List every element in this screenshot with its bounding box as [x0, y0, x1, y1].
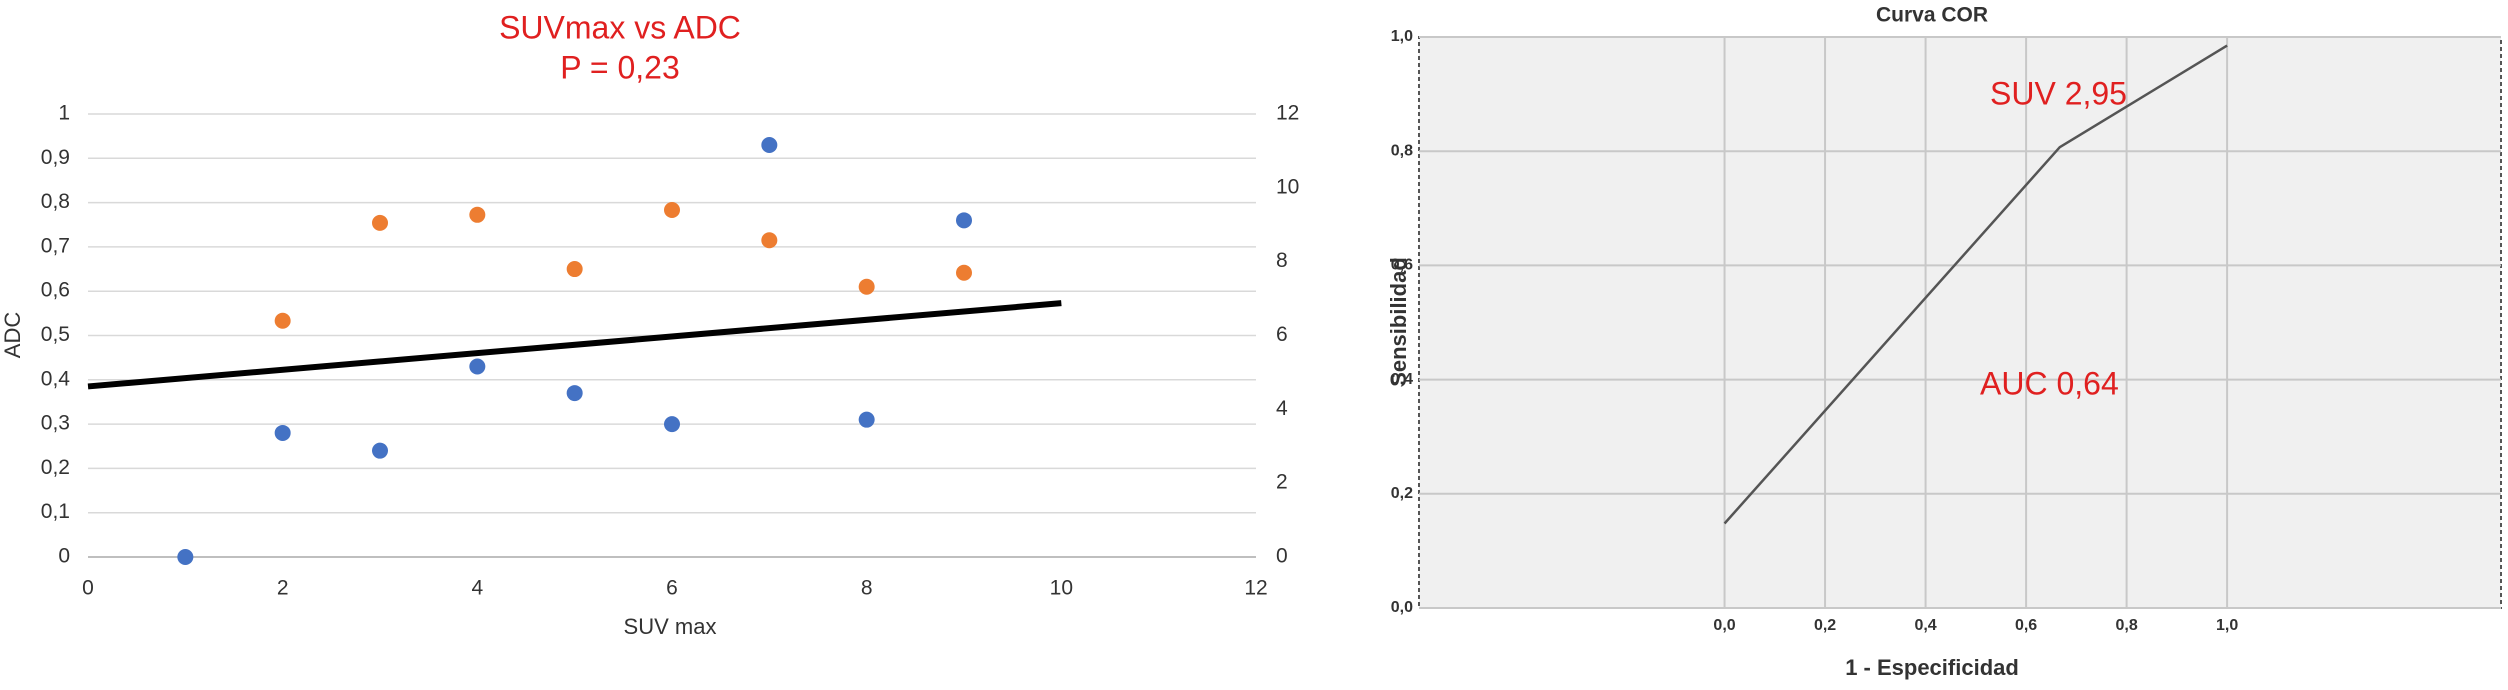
x-tick-label: 0,4: [1914, 617, 1936, 634]
x-tick-label: 8: [861, 577, 873, 600]
y-tick-label: 0,5: [41, 323, 70, 346]
data-point: [566, 385, 583, 402]
data-point: [761, 232, 778, 249]
data-point: [858, 411, 875, 428]
chart-subtitle: P = 0,23: [560, 49, 680, 85]
plot-area: [1418, 36, 2502, 609]
y-tick-label: 0,4: [1391, 371, 1413, 388]
x-tick-label: 0,8: [2115, 617, 2137, 634]
data-point: [274, 312, 291, 329]
x-tick-label: 0: [82, 577, 94, 600]
x-tick-label: 12: [1244, 577, 1267, 600]
y-tick-label: 0,9: [41, 146, 70, 169]
roc-curve: [1723, 44, 2228, 525]
data-point: [469, 206, 486, 223]
annotation: SUV 2,95: [1990, 75, 2127, 111]
y2-tick-label: 4: [1276, 397, 1288, 420]
y2-tick-label: 2: [1276, 471, 1288, 494]
y-tick-label: 0,8: [1391, 142, 1413, 159]
y-axis-label: Sensibilidad: [1386, 257, 1411, 387]
y-tick-label: 0: [58, 545, 70, 568]
y-tick-label: 0,6: [41, 279, 70, 302]
x-tick-label: 0,6: [2015, 617, 2037, 634]
data-point: [372, 442, 388, 459]
data-point: [761, 137, 778, 154]
y-axis-label: ADC: [0, 312, 25, 359]
y-tick-label: 0,4: [41, 367, 71, 390]
y-tick-label: 1,0: [1391, 28, 1413, 45]
y-tick-label: 0,8: [41, 190, 70, 213]
data-point: [372, 214, 388, 231]
y-tick-label: 0,2: [41, 456, 70, 479]
x-tick-label: 4: [471, 577, 483, 600]
data-point: [177, 549, 194, 565]
y2-tick-label: 12: [1276, 102, 1299, 125]
y-tick-label: 0,1: [41, 500, 70, 523]
y-tick-label: 1: [58, 102, 70, 125]
x-tick-label: 2: [277, 577, 289, 600]
y-tick-label: 0,0: [1391, 599, 1413, 616]
x-axis-label: SUV max: [624, 614, 717, 639]
data-point: [956, 212, 972, 229]
x-tick-label: 6: [666, 577, 678, 600]
x-tick-label: 10: [1050, 577, 1073, 600]
data-point: [469, 358, 486, 375]
y-tick-label: 0,6: [1391, 257, 1413, 274]
y2-tick-label: 0: [1276, 545, 1288, 568]
data-point: [858, 278, 875, 295]
data-point: [664, 201, 680, 218]
x-tick-label: 1,0: [2216, 617, 2238, 634]
data-point: [274, 424, 291, 441]
x-tick-label: 0,0: [1713, 617, 1735, 634]
data-point: [664, 416, 680, 433]
chart-title: SUVmax vs ADC: [499, 9, 741, 45]
trendline: [87, 300, 1062, 390]
y-tick-label: 0,3: [41, 412, 70, 435]
y-tick-label: 0,7: [41, 234, 70, 257]
y2-tick-label: 6: [1276, 323, 1288, 346]
y2-tick-label: 8: [1276, 249, 1288, 272]
y-tick-label: 0,2: [1391, 485, 1413, 502]
annotation: AUC 0,64: [1980, 365, 2119, 401]
data-point: [566, 261, 583, 278]
chart-title: Curva COR: [1876, 4, 1988, 27]
y2-tick-label: 10: [1276, 175, 1299, 198]
data-point: [956, 264, 972, 281]
x-axis-label: 1 - Especificidad: [1845, 655, 2019, 680]
x-tick-label: 0,2: [1814, 617, 1836, 634]
